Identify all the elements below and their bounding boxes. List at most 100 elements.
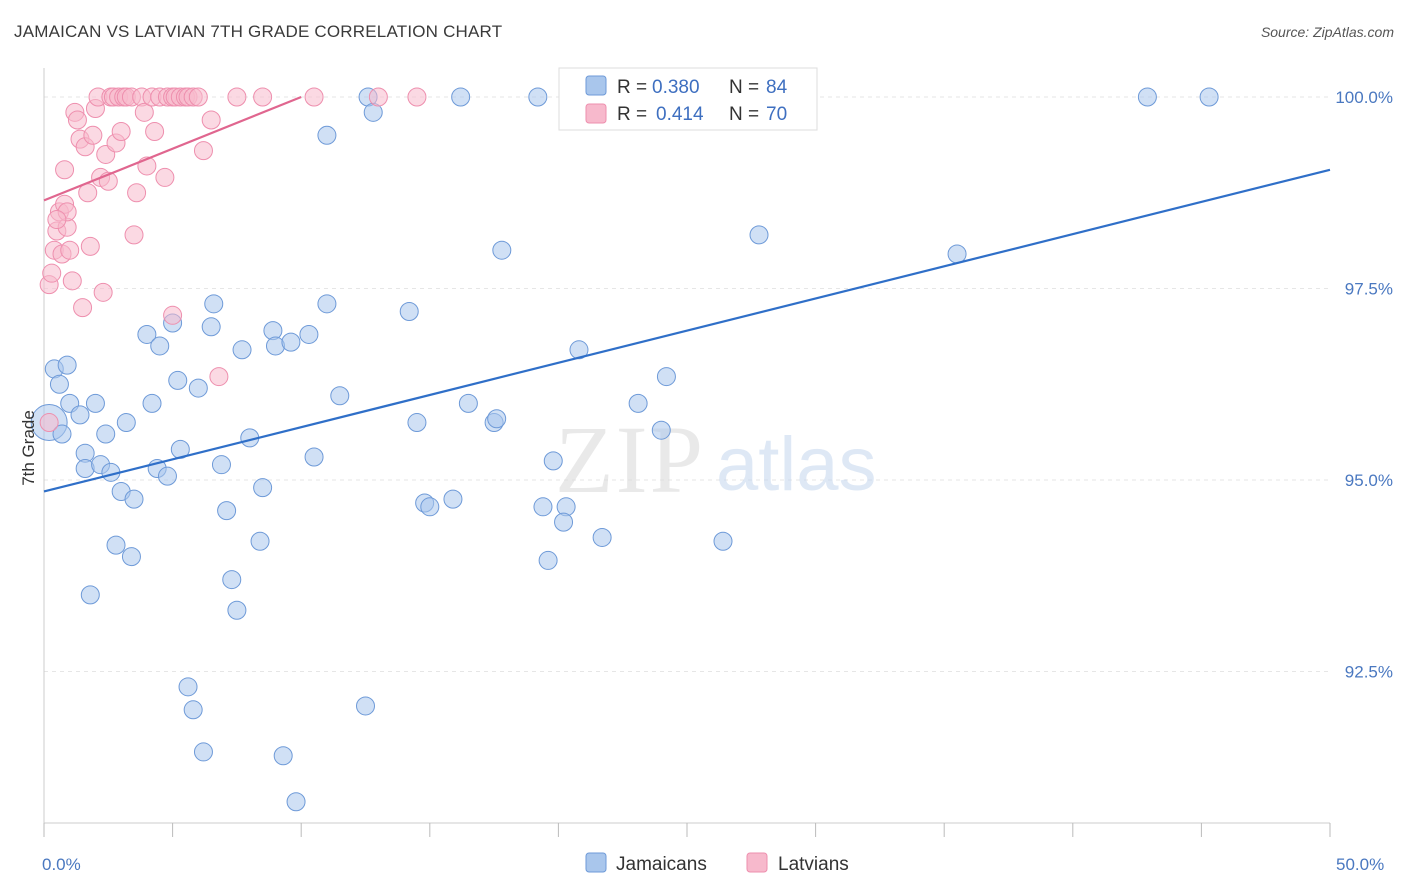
jamaican-point (538, 550, 558, 570)
latvian-point (39, 413, 59, 433)
y-tick-label: 95.0% (1345, 471, 1393, 490)
jamaican-point (157, 466, 177, 486)
jamaican-point (286, 792, 306, 812)
y-tick-label: 92.5% (1345, 663, 1393, 682)
latvian-point (93, 282, 113, 302)
jamaican-point (656, 367, 676, 387)
latvian-point (42, 263, 62, 283)
jamaican-point (70, 405, 90, 425)
trendlines (43, 95, 1331, 493)
latvian-point (163, 305, 183, 325)
jamaicans-n-label: N = (729, 77, 759, 98)
jamaican-point (49, 374, 69, 394)
latvian-point (80, 236, 100, 256)
watermark-atlas: atlas (716, 422, 877, 507)
jamaican-point (253, 478, 273, 498)
jamaican-point (420, 497, 440, 517)
jamaican-point (458, 393, 478, 413)
jamaicans-trendline (43, 168, 1331, 493)
latvian-point (145, 121, 165, 141)
latvian-point (124, 225, 144, 245)
series-legend: Jamaicans Latvians (585, 852, 849, 875)
latvians-trendline (43, 95, 302, 202)
latvian-point (83, 125, 103, 145)
jamaican-point (116, 413, 136, 433)
jamaican-point (124, 489, 144, 509)
jamaican-point (356, 696, 375, 716)
jamaicans-n-value: 84 (766, 77, 788, 98)
jamaican-point (178, 677, 198, 697)
watermark: ZIP atlas (555, 406, 877, 513)
latvians-points (39, 87, 427, 433)
latvians-n-value: 70 (766, 104, 787, 125)
x-tick-label-max: 50.0% (1336, 855, 1384, 874)
jamaican-point (299, 324, 319, 344)
source-credit: Source: ZipAtlas.com (1260, 24, 1394, 40)
jamaican-point (554, 512, 574, 532)
latvians-swatch (585, 103, 607, 124)
jamaican-point (150, 336, 170, 356)
latvians-r-label: R = (617, 104, 647, 125)
jamaican-point (1199, 87, 1219, 107)
jamaican-point (222, 570, 242, 590)
latvian-point (227, 87, 247, 107)
x-axis-ticks (43, 823, 1331, 837)
jamaican-point (204, 294, 224, 314)
latvian-point (188, 87, 208, 107)
latvian-point (209, 367, 229, 387)
jamaican-point (487, 409, 507, 429)
jamaican-point (106, 535, 126, 555)
jamaican-point (85, 393, 105, 413)
jamaican-point (947, 244, 967, 264)
y-axis-tick-labels: 92.5% 95.0% 97.5% 100.0% (1335, 88, 1393, 682)
legend-latvians-label: Latvians (778, 854, 849, 875)
latvian-point (47, 210, 67, 230)
jamaican-point (492, 240, 512, 260)
jamaicans-swatch (585, 75, 607, 96)
jamaican-point (317, 125, 337, 145)
jamaican-point (183, 700, 203, 720)
jamaican-point (188, 378, 208, 398)
jamaican-point (273, 746, 293, 766)
jamaican-point (443, 489, 463, 509)
legend-jamaicans-swatch (585, 852, 607, 873)
jamaican-point (281, 332, 301, 352)
jamaican-point (304, 447, 324, 467)
latvian-point (304, 87, 324, 107)
latvian-point (60, 240, 80, 260)
jamaican-point (121, 547, 141, 567)
latvian-point (55, 160, 75, 180)
jamaican-point (399, 301, 419, 321)
jamaican-point (96, 424, 116, 444)
x-tick-label-min: 0.0% (42, 855, 81, 874)
jamaican-point (592, 527, 612, 547)
latvian-point (67, 110, 87, 130)
legend-jamaicans-label: Jamaicans (616, 854, 707, 875)
y-axis-title: 7th Grade (19, 410, 38, 486)
latvian-point (368, 87, 388, 107)
jamaican-point (528, 87, 548, 107)
jamaican-point (1137, 87, 1157, 107)
jamaican-point (57, 355, 77, 375)
latvian-point (73, 298, 93, 318)
latvian-point (155, 167, 175, 187)
latvian-point (111, 121, 131, 141)
latvians-n-label: N = (729, 104, 759, 125)
chart-title: JAMAICAN VS LATVIAN 7TH GRADE CORRELATIO… (14, 22, 503, 41)
stats-legend: R = 0.380 N = 84 R = 0.414 N = 70 (558, 67, 818, 131)
jamaican-point (651, 420, 671, 440)
latvian-point (62, 271, 82, 291)
jamaican-point (52, 424, 72, 444)
y-tick-label: 97.5% (1345, 280, 1393, 299)
jamaican-point (713, 531, 733, 551)
jamaicans-r-value: 0.380 (652, 77, 700, 98)
latvian-point (253, 87, 273, 107)
latvian-point (193, 141, 213, 161)
latvian-point (201, 110, 221, 130)
jamaican-point (232, 340, 252, 360)
watermark-zip: ZIP (555, 406, 705, 513)
jamaican-point (193, 742, 213, 762)
latvian-point (127, 183, 147, 203)
jamaican-point (749, 225, 769, 245)
